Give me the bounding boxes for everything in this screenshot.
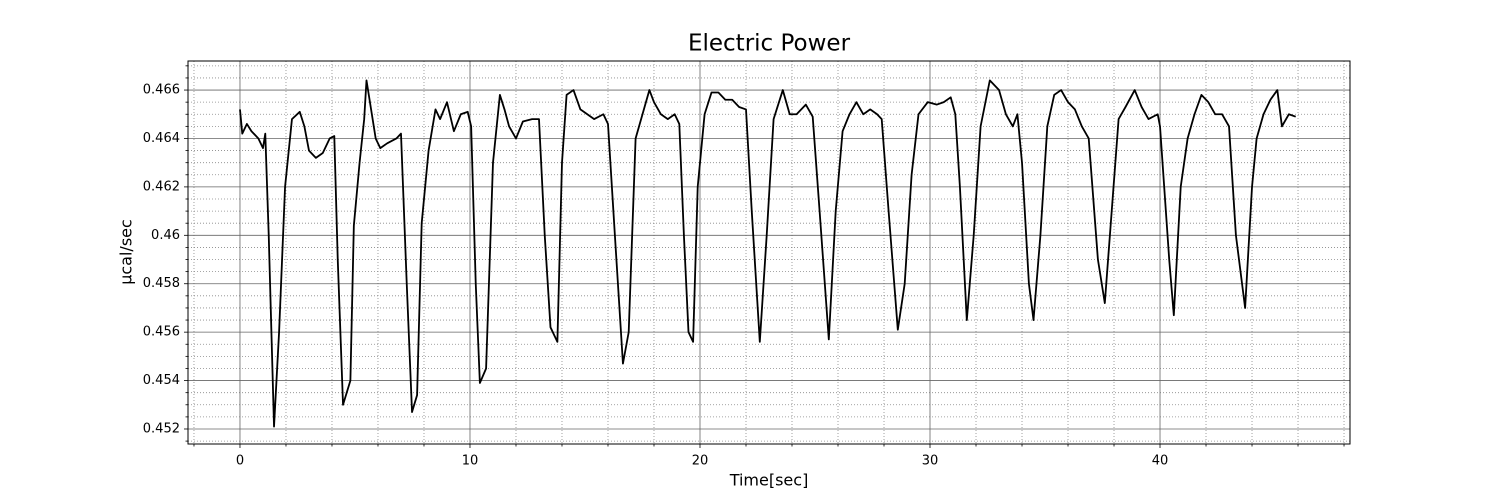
x-tick-label: 10 <box>462 454 479 469</box>
y-tick-label: 0.458 <box>143 276 180 291</box>
y-axis-label: µcal/sec <box>117 219 136 285</box>
plot-frame <box>187 60 1351 445</box>
x-tick-label: 30 <box>922 454 939 469</box>
data-line <box>239 79 1297 428</box>
chart-title: Electric Power <box>688 31 851 57</box>
y-tick-label: 0.466 <box>143 83 180 98</box>
y-tick-label: 0.454 <box>143 373 180 388</box>
y-tick-label: 0.452 <box>143 421 180 436</box>
x-tick-label: 0 <box>236 454 244 469</box>
y-tick-label: 0.462 <box>143 179 180 194</box>
x-tick-label: 40 <box>1152 454 1169 469</box>
y-tick-label: 0.46 <box>151 228 180 243</box>
x-axis-label: Time[sec] <box>729 471 809 490</box>
x-tick-label: 20 <box>692 454 709 469</box>
y-tick-label: 0.464 <box>143 131 180 146</box>
y-tick-label: 0.456 <box>143 325 180 340</box>
